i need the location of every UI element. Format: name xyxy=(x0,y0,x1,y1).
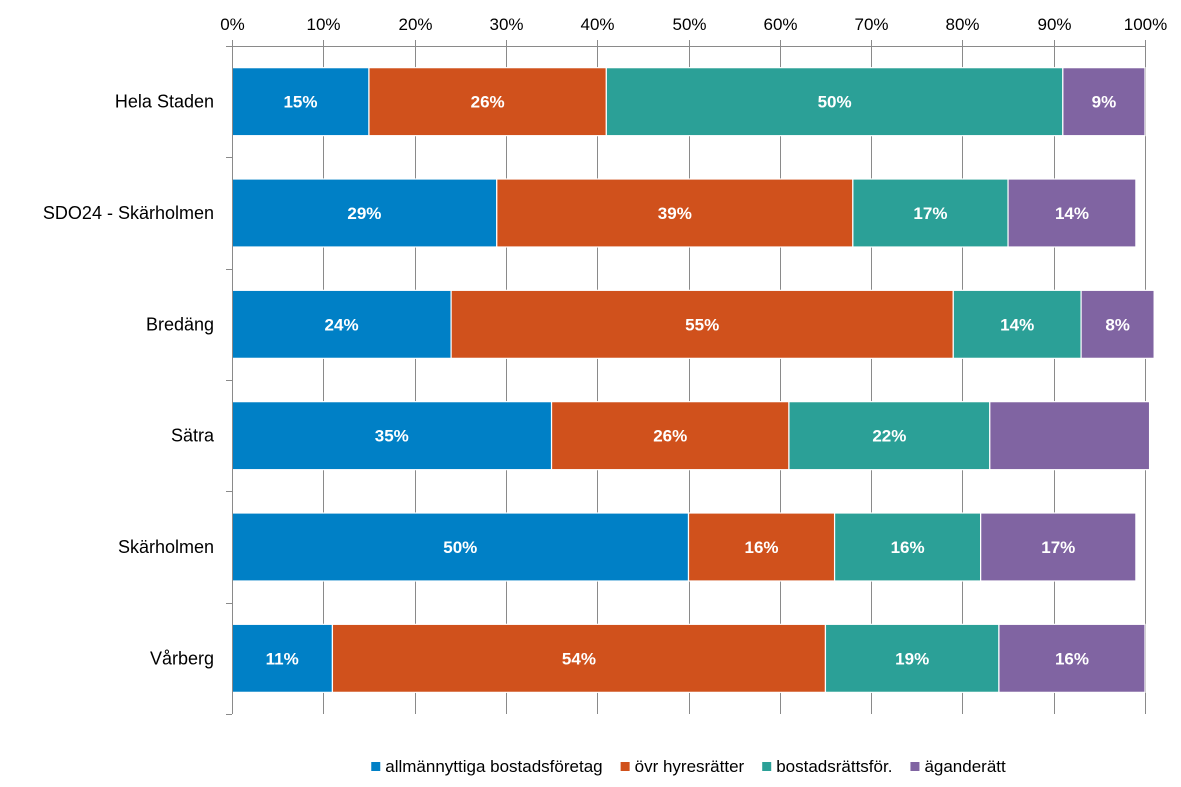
bar-segment-ovr-hyresratter xyxy=(368,67,607,137)
category-label: Skärholmen xyxy=(118,537,214,557)
bar-segment-bostadsrattsfor xyxy=(605,67,1064,137)
data-label: 16% xyxy=(891,538,925,557)
data-label: 17% xyxy=(913,204,947,223)
bar-segment-aganderatt xyxy=(1080,289,1155,359)
data-label: 17% xyxy=(1041,538,1075,557)
x-tick-label: 80% xyxy=(945,15,979,34)
bar-segment-ovr-hyresratter xyxy=(550,401,790,471)
bar-segment-allmannyttiga-bostadsforetag xyxy=(231,401,553,471)
category-label: Vårberg xyxy=(150,648,214,668)
data-label: 39% xyxy=(658,204,692,223)
legend-item-ovr-hyresratter: övr hyresrätter xyxy=(635,757,745,776)
bar-segment-allmannyttiga-bostadsforetag xyxy=(231,289,452,359)
category-label: SDO24 - Skärholmen xyxy=(43,203,214,223)
x-tick-label: 60% xyxy=(763,15,797,34)
legend-item-allmannyttiga-bostadsforetag: allmännyttiga bostadsföretag xyxy=(385,757,602,776)
legend: allmännyttiga bostadsföretag övr hyresrät… xyxy=(371,757,1006,776)
x-tick-label: 0% xyxy=(220,15,245,34)
legend-swatch xyxy=(371,762,381,771)
axes xyxy=(226,40,1146,715)
bar-segment-aganderatt xyxy=(1062,67,1146,137)
x-tick-label: 50% xyxy=(672,15,706,34)
bar-segment-ovr-hyresratter xyxy=(450,289,954,359)
x-tick-label: 10% xyxy=(306,15,340,34)
data-label: 16% xyxy=(745,538,779,557)
data-label: 26% xyxy=(653,427,687,446)
data-label: 9% xyxy=(1092,93,1117,112)
data-label: 19% xyxy=(895,649,929,668)
category-labels: Hela Staden SDO24 - Skärholmen Bredäng Sätr… xyxy=(43,92,215,669)
data-label: 55% xyxy=(685,315,719,334)
bar-segment-aganderatt xyxy=(989,401,1151,471)
data-label: 14% xyxy=(1000,315,1034,334)
data-label: 50% xyxy=(818,93,852,112)
x-tick-label: 40% xyxy=(580,15,614,34)
bar-segment-aganderatt xyxy=(980,512,1137,582)
data-labels: 15% 26% 50% 9% 29% 39% 17% 14% 24% 55% 14% 8% 35% 26%… xyxy=(266,93,1130,669)
x-tick-label: 20% xyxy=(398,15,432,34)
bar-segment-allmannyttiga-bostadsforetag xyxy=(231,512,690,582)
bar-segment-ovr-hyresratter xyxy=(687,512,836,582)
data-label: 16% xyxy=(1055,649,1089,668)
data-label: 22% xyxy=(872,427,906,446)
data-label: 8% xyxy=(1105,315,1130,334)
data-label: 14% xyxy=(1055,204,1089,223)
bar-segment-aganderatt xyxy=(998,623,1146,693)
bar-segment-ovr-hyresratter xyxy=(331,623,827,693)
bar-segment-bostadsrattsfor xyxy=(833,512,982,582)
x-tick-label: 100% xyxy=(1124,15,1167,34)
category-label: Sätra xyxy=(171,426,215,446)
legend-item-bostadsrattsfor: bostadsrättsför. xyxy=(776,757,892,776)
data-label: 54% xyxy=(562,649,596,668)
bar-segment-bostadsrattsfor xyxy=(852,178,1009,248)
x-tick-label: 70% xyxy=(854,15,888,34)
legend-swatch xyxy=(620,762,630,771)
data-label: 24% xyxy=(325,315,359,334)
bar-segment-bostadsrattsfor xyxy=(788,401,991,471)
category-label: Hela Staden xyxy=(115,92,214,112)
legend-item-aganderatt: äganderätt xyxy=(924,757,1006,776)
data-label: 29% xyxy=(347,204,381,223)
data-label: 26% xyxy=(471,93,505,112)
bar-segment-bostadsrattsfor xyxy=(952,289,1082,359)
gridlines xyxy=(323,46,1146,714)
x-tick-label: 90% xyxy=(1037,15,1071,34)
legend-swatch xyxy=(762,762,772,771)
bar-segment-aganderatt xyxy=(1007,178,1137,248)
x-tick-labels: 0% 10% 20% 30% 40% 50% 60% 70% 80% 90% 100% xyxy=(220,15,1167,34)
x-tick-label: 30% xyxy=(489,15,523,34)
bar-segments xyxy=(231,67,1155,693)
category-label: Bredäng xyxy=(146,314,214,334)
legend-swatch xyxy=(910,762,920,771)
data-label: 35% xyxy=(375,427,409,446)
data-label: 11% xyxy=(266,649,299,668)
data-label: 15% xyxy=(283,93,317,112)
data-label: 50% xyxy=(443,538,477,557)
bar-segment-ovr-hyresratter xyxy=(496,178,854,248)
